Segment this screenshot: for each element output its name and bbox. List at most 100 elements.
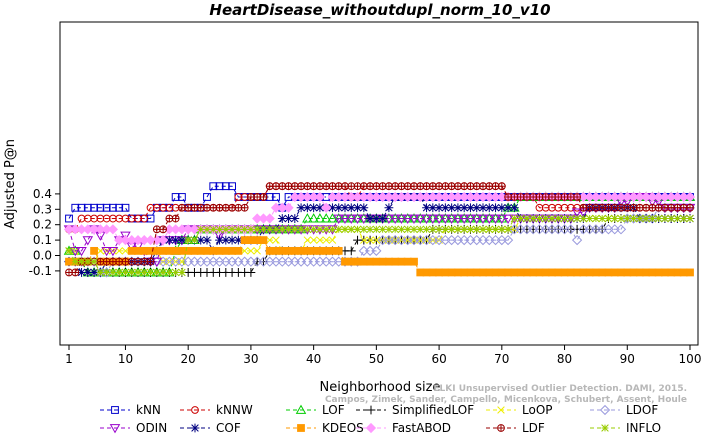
data-point-inflo [391,225,399,234]
data-point-odin [465,214,476,224]
data-point-inflo [472,225,481,234]
data-point-odin [346,214,357,224]
data-point-inflo [178,268,186,277]
data-point-knn [90,203,98,212]
data-point-inflo [479,225,487,234]
legend-label: FastABOD [392,421,451,434]
legend-item-odin: ODIN [100,421,167,434]
data-point-cof [227,235,237,245]
data-point-loop [265,236,274,244]
legend-marker-inflo [601,424,609,432]
data-point-inflo [159,268,167,277]
data-point-lof [320,213,332,223]
data-point-inflo [234,225,243,234]
data-point-inflo [560,214,569,223]
data-point-odin [490,214,501,224]
data-point-cof [290,214,300,223]
data-point-inflo [598,214,606,223]
data-point-inflo [460,225,468,234]
data-point-odin [471,214,482,224]
series-line-ldof [69,207,690,273]
data-point-inflo [190,236,199,244]
data-point-odin [415,214,426,224]
legend-item-lof: LOF [286,403,345,417]
data-point-knn [272,193,280,201]
data-point-inflo [554,214,563,223]
y-tick-label: 0.3 [33,202,52,216]
data-point-knn [77,203,86,212]
x-tick-label: 10 [118,352,133,366]
data-point-odin [502,214,514,224]
legend-item-kdeos: KDEOS [286,421,364,434]
data-point-cof [346,203,356,213]
data-point-inflo [636,214,644,223]
data-point-inflo [184,236,192,244]
data-point-inflo [592,214,600,223]
data-point-knnw [90,214,98,223]
data-point-inflo [447,225,456,234]
x-tick-label: 100 [679,352,702,366]
data-point-inflo [65,247,73,255]
data-point-knnw [165,203,174,212]
data-point-inflo [679,214,688,223]
legend-item-loop: LoOP [486,403,553,417]
data-point-cof [503,203,513,213]
x-tick-label: 20 [181,352,196,366]
data-point-knnw [121,214,130,223]
data-point-cof [196,235,206,245]
data-point-inflo [673,214,682,223]
data-point-inflo [523,214,531,223]
legend-item-simplifiedlof: SimplifiedLOF [356,403,474,417]
data-point-inflo [316,225,324,234]
data-point-cof [221,235,231,245]
legend-label: LDF [522,421,545,434]
x-tick-label: 70 [494,352,509,366]
data-point-inflo [610,214,619,223]
data-point-knn [121,203,130,212]
data-point-ldf [497,182,506,191]
data-point-fastabod [107,224,119,235]
data-point-inflo [466,225,475,234]
legend-marker-knn [111,406,119,414]
data-point-inflo [209,225,218,234]
data-point-knn [178,193,186,201]
data-point-ldf [146,257,155,266]
data-point-fastabod [321,202,332,213]
data-point-kdeos [334,246,343,255]
data-point-odin [402,214,413,224]
data-point-fastabod [264,213,275,224]
legend-label: INFLO [626,421,661,434]
data-point-inflo [297,225,305,234]
data-point-inflo [372,225,381,234]
data-point-odin [440,214,451,224]
data-point-fastabod [157,234,169,246]
data-point-knnw [234,193,243,201]
data-point-odin [389,214,401,224]
data-point-loop [360,236,368,244]
y-axis-label: Adjusted P@n [3,139,18,229]
data-point-kdeos [259,236,268,244]
data-point-inflo [529,214,537,223]
data-point-knn [96,203,105,212]
data-point-lof [302,213,313,223]
legend-marker-fastabod [365,422,377,434]
legend-marker-loop [497,406,505,414]
data-point-inflo [196,225,205,234]
data-point-inflo [328,225,337,234]
data-point-inflo [77,257,86,266]
data-point-cof [177,235,187,245]
data-point-inflo [171,268,180,277]
data-point-knn [83,203,92,212]
data-point-ldf [159,225,167,234]
data-point-inflo [435,225,443,234]
legend-label: COF [216,421,241,434]
x-tick-label: 60 [431,352,446,366]
data-point-loop [303,236,312,244]
data-point-ldof [615,224,627,235]
data-point-cof [378,214,388,223]
data-point-knn [71,203,80,212]
x-tick-label: 90 [620,352,635,366]
data-point-inflo [623,214,632,223]
x-tick-label: 50 [369,352,384,366]
